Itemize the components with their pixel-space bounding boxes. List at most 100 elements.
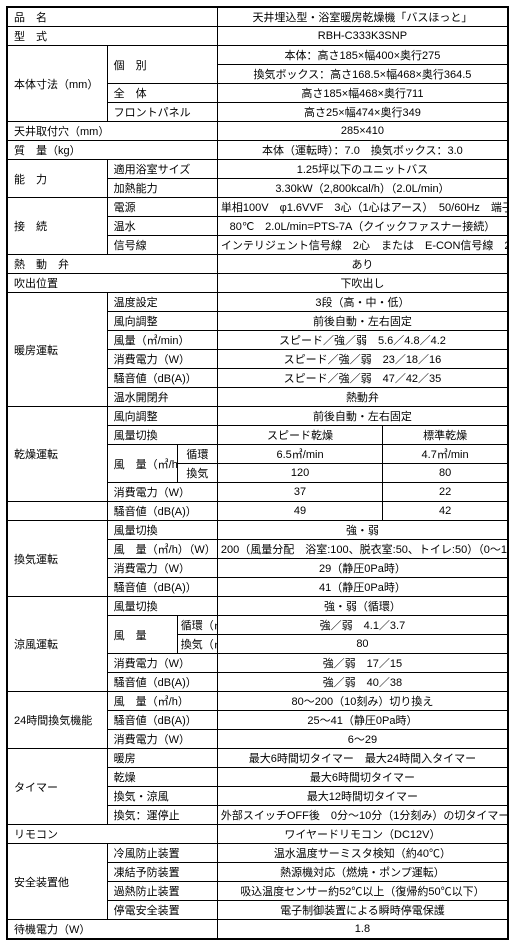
table-cell: 能 力 (7, 160, 107, 198)
table-cell: 80 (383, 464, 508, 483)
table-cell: 停電安全装置 (107, 901, 217, 920)
table-cell: 285×410 (217, 122, 508, 141)
table-cell: 風 量 (107, 616, 177, 654)
table-cell: 前後自動・左右固定 (217, 407, 508, 426)
table-cell: 最大6時間切タイマー 最大24時間入タイマー (217, 749, 508, 768)
table-cell: 単相100V φ1.6VVF 3心（1心はアース） 50/60Hz 端子台接続 (217, 198, 508, 217)
table-cell: 換気：運停止 (107, 806, 217, 825)
table-cell: あり (217, 255, 508, 274)
table-cell: 乾燥 (107, 768, 217, 787)
table-cell: スピード／強／弱 5.6／4.8／4.2 (217, 331, 508, 350)
table-cell: 質 量（kg） (7, 141, 217, 160)
table-cell: 消費電力（W） (107, 350, 217, 369)
table-cell: 37 (217, 483, 382, 502)
table-cell: 前後自動・左右固定 (217, 312, 508, 331)
table-cell: 42 (383, 502, 508, 521)
table-cell: 25～41（静圧0Pa時） (217, 711, 508, 730)
table-cell: 1.8 (217, 920, 508, 940)
table-cell: 吸込温度センサー約52℃以上（復帰約50℃以下） (217, 882, 508, 901)
table-cell: 騒音値（dB(A)） (107, 502, 217, 521)
table-cell: 風向調整 (107, 407, 217, 426)
table-cell: スピード／強／弱 47／42／35 (217, 369, 508, 388)
table-cell: 風 量（㎥/h） (107, 692, 217, 711)
table-cell: スピード／強／弱 23／18／16 (217, 350, 508, 369)
table-cell: 22 (383, 483, 508, 502)
table-cell: 強／弱 4.1／3.7 (217, 616, 508, 635)
table-cell: 過熱防止装置 (107, 882, 217, 901)
table-cell: 全 体 (107, 84, 217, 103)
table-cell: 4.7㎥/min (383, 445, 508, 464)
table-cell: 熱動弁 (217, 388, 508, 407)
table-cell: 消費電力（W） (107, 654, 217, 673)
table-cell: 80℃ 2.0L/min=PTS-7A（クイックファスナー接続） (217, 217, 508, 236)
table-cell: 型 式 (7, 27, 217, 46)
table-cell: 風向調整 (107, 312, 217, 331)
table-cell: 騒音値（dB(A)） (107, 578, 217, 597)
table-cell: 乾燥運転 (7, 407, 107, 502)
table-cell: 本体（運転時）：7.0 換気ボックス：3.0 (217, 141, 508, 160)
table-cell: 120 (217, 464, 382, 483)
table-cell: 80 (217, 635, 508, 654)
table-cell: 強・弱 (217, 521, 508, 540)
table-cell: 温水温度サーミスタ検知（約40℃） (217, 844, 508, 863)
table-cell: 信号線 (107, 236, 217, 255)
table-cell: 41（静圧0Pa時） (217, 578, 508, 597)
table-cell: 3.30kW（2,800kcal/h）（2.0L/min） (217, 179, 508, 198)
table-cell: 標準乾燥 (383, 426, 508, 445)
table-cell: 暖房運転 (7, 293, 107, 407)
table-cell: 騒音値（dB(A)） (107, 673, 217, 692)
table-cell: 温水 (107, 217, 217, 236)
table-cell: 49 (217, 502, 382, 521)
table-cell (7, 502, 107, 521)
table-cell: リモコン (7, 825, 217, 844)
table-cell: 循環 (177, 445, 217, 464)
table-cell: 3段（高・中・低） (217, 293, 508, 312)
table-cell: インテリジェント信号線 2心 または E-CON信号線 2心 (217, 236, 508, 255)
table-cell: 熱源機対応（燃焼・ポンプ運転） (217, 863, 508, 882)
table-cell: 品 名 (7, 7, 217, 27)
table-cell: 暖房 (107, 749, 217, 768)
table-cell: 消費電力（W） (107, 730, 217, 749)
table-cell: 本体寸法（mm） (7, 46, 107, 122)
table-cell: 電源 (107, 198, 217, 217)
table-cell: 騒音値（dB(A)） (107, 369, 217, 388)
table-cell: RBH-C333K3SNP (217, 27, 508, 46)
table-cell: 加熱能力 (107, 179, 217, 198)
table-cell: 29（静圧0Pa時） (217, 559, 508, 578)
table-cell: 換気 (177, 464, 217, 483)
table-cell: 安全装置他 (7, 844, 107, 920)
table-cell: 消費電力（W） (107, 559, 217, 578)
table-cell: 風量（㎥/min） (107, 331, 217, 350)
table-cell: 吹出位置 (7, 274, 217, 293)
table-cell: 換気（㎥/h） (177, 635, 217, 654)
table-cell: 200（風量分配 浴室:100、脱衣室:50、トイレ:50）（0～150Pa時） (217, 540, 508, 559)
table-cell: 風 量（㎥/h） (107, 445, 177, 483)
table-cell: 下吹出し (217, 274, 508, 293)
table-cell: フロントパネル (107, 103, 217, 122)
table-cell: 待機電力（W） (7, 920, 217, 940)
table-cell: 強／弱 17／15 (217, 654, 508, 673)
table-cell: 風量切換 (107, 597, 217, 616)
table-cell: 熱 動 弁 (7, 255, 217, 274)
table-cell: 風 量（㎥/h）（W） (107, 540, 217, 559)
table-cell: 80～200（10刻み）切り換え (217, 692, 508, 711)
table-cell: 本体：高さ185×幅400×奥行275 (217, 46, 508, 65)
table-cell: 適用浴室サイズ (107, 160, 217, 179)
table-cell: スピード乾燥 (217, 426, 382, 445)
table-cell: 高さ25×幅474×奥行349 (217, 103, 508, 122)
table-cell: タイマー (7, 749, 107, 825)
table-cell: 天井埋込型・浴室暖房乾燥機「バスほっと」 (217, 7, 508, 27)
table-cell: 換気ボックス：高さ168.5×幅468×奥行364.5 (217, 65, 508, 84)
table-cell: 電子制御装置による瞬時停電保護 (217, 901, 508, 920)
table-cell: 強／弱 40／38 (217, 673, 508, 692)
table-cell: 騒音値（dB(A)） (107, 711, 217, 730)
table-cell: 循環（㎥/min） (177, 616, 217, 635)
table-cell: 凍結予防装置 (107, 863, 217, 882)
table-cell: ワイヤードリモコン（DC12V） (217, 825, 508, 844)
table-cell: 風量切換 (107, 426, 217, 445)
table-cell: 強・弱（循環） (217, 597, 508, 616)
table-cell: 高さ185×幅468×奥行711 (217, 84, 508, 103)
table-cell: 個 別 (107, 46, 217, 84)
table-cell: 6～29 (217, 730, 508, 749)
table-cell: 風量切換 (107, 521, 217, 540)
